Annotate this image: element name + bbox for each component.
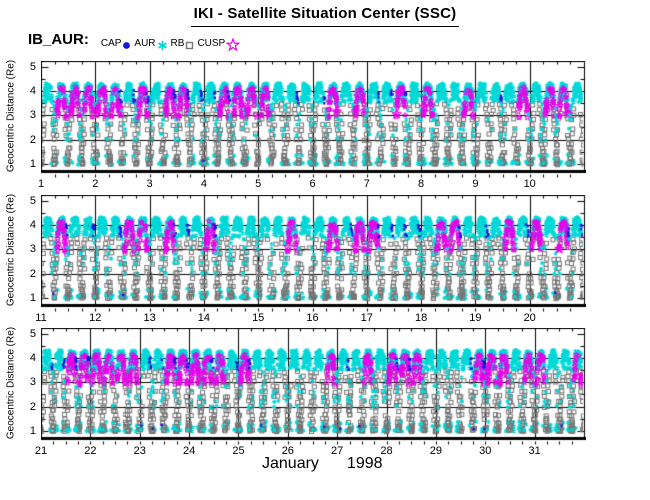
day-tick-label: 5 bbox=[255, 178, 262, 190]
day-tick-label: 25 bbox=[232, 445, 245, 457]
y-tick-label: 2 bbox=[29, 400, 36, 413]
y-axis-title: Geocentric Distance (Re) bbox=[5, 59, 17, 173]
day-tick-label: 18 bbox=[414, 312, 428, 324]
day-tick-label: 10 bbox=[523, 178, 536, 190]
page-title: IKI - Satellite Situation Center (SSC) bbox=[190, 5, 460, 27]
day-tick-label: 13 bbox=[143, 312, 156, 324]
y-tick-label: 4 bbox=[29, 219, 36, 232]
day-tick-label: 3 bbox=[146, 178, 153, 190]
open-star-icon bbox=[225, 37, 241, 52]
day-tick-label: 2 bbox=[92, 178, 99, 190]
day-tick-label: 7 bbox=[363, 178, 370, 190]
plot-panel-3 bbox=[41, 328, 586, 446]
day-tick-label: 4 bbox=[200, 178, 207, 190]
y-tick-label: 1 bbox=[29, 157, 36, 170]
y-axis-title: Geocentric Distance (Re) bbox=[5, 326, 17, 440]
legend-rb-label: RB bbox=[170, 37, 185, 49]
legend-cap-label: CAP bbox=[100, 37, 122, 49]
day-tick-label: 22 bbox=[84, 445, 97, 457]
day-tick-label: 30 bbox=[479, 445, 492, 457]
day-tick-label: 14 bbox=[197, 312, 211, 324]
day-tick-label: 28 bbox=[380, 445, 393, 457]
month-name: January bbox=[262, 455, 319, 472]
day-tick-label: 31 bbox=[528, 445, 541, 457]
y-tick-label: 2 bbox=[29, 267, 36, 280]
day-tick-label: 27 bbox=[331, 445, 344, 457]
month-label: January 1998 bbox=[262, 455, 383, 473]
day-tick-label: 16 bbox=[306, 312, 319, 324]
plot-panel-2 bbox=[41, 195, 586, 313]
day-tick-label: 17 bbox=[360, 312, 373, 324]
legend-item-rb: RB bbox=[171, 37, 196, 50]
y-tick-label: 3 bbox=[29, 376, 36, 389]
legend: IB_AUR: CAP AUR RB bbox=[28, 31, 243, 52]
plot-panel-1 bbox=[41, 61, 586, 179]
day-tick-label: 8 bbox=[418, 178, 425, 190]
y-tick-label: 3 bbox=[29, 243, 36, 256]
y-tick-label: 5 bbox=[29, 328, 36, 341]
y-tick-label: 4 bbox=[29, 85, 36, 98]
spacecraft-label: IB_AUR: bbox=[28, 31, 89, 48]
day-tick-label: 12 bbox=[89, 312, 102, 324]
y-tick-label: 2 bbox=[29, 133, 36, 146]
legend-item-cap: CAP bbox=[101, 37, 133, 50]
y-axis-title: Geocentric Distance (Re) bbox=[5, 193, 17, 307]
legend-cusp-label: CUSP bbox=[197, 37, 226, 49]
day-tick-label: 6 bbox=[309, 178, 316, 190]
day-tick-label: 11 bbox=[35, 312, 47, 324]
day-tick-label: 21 bbox=[34, 445, 48, 457]
y-tick-label: 4 bbox=[29, 352, 36, 365]
asterisk-icon bbox=[157, 40, 168, 51]
y-tick-label: 3 bbox=[29, 109, 36, 122]
day-tick-label: 26 bbox=[281, 445, 294, 457]
day-tick-label: 19 bbox=[469, 312, 482, 324]
page-title-row: IKI - Satellite Situation Center (SSC) bbox=[0, 5, 650, 27]
day-tick-label: 23 bbox=[133, 445, 146, 457]
y-tick-label: 1 bbox=[29, 424, 36, 437]
legend-item-cusp: CUSP bbox=[197, 34, 241, 52]
day-tick-label: 15 bbox=[252, 312, 265, 324]
legend-item-aur: AUR bbox=[134, 36, 168, 51]
day-tick-label: 9 bbox=[472, 178, 479, 190]
day-tick-label: 29 bbox=[429, 445, 443, 457]
open-square-icon bbox=[185, 41, 194, 50]
legend-aur-label: AUR bbox=[134, 37, 156, 49]
y-tick-label: 1 bbox=[29, 291, 36, 304]
day-tick-label: 24 bbox=[182, 445, 196, 457]
legend-items: CAP AUR RB CUSP bbox=[101, 34, 243, 52]
y-tick-label: 5 bbox=[29, 195, 36, 208]
filled-circle-icon bbox=[122, 41, 131, 50]
day-tick-label: 20 bbox=[523, 312, 536, 324]
year-value: 1998 bbox=[346, 455, 383, 472]
y-tick-label: 5 bbox=[29, 61, 36, 74]
day-tick-label: 1 bbox=[37, 178, 45, 190]
